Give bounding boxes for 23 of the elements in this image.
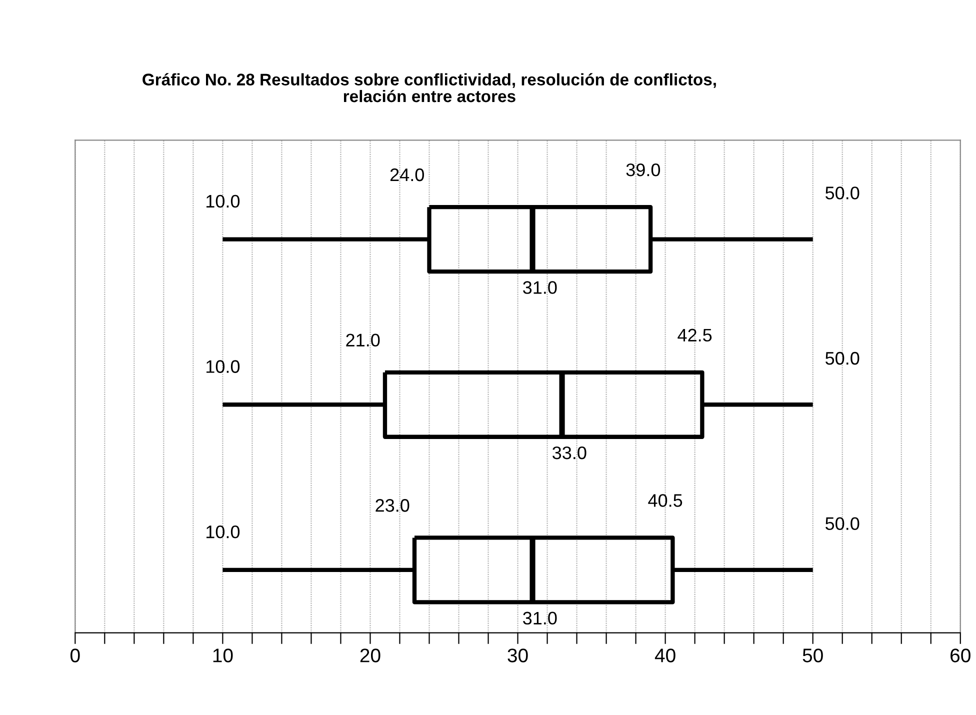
x-tick-label: 10 [213,648,233,662]
x-tick-label: 40 [654,648,676,662]
text: 31.0 [523,281,557,294]
text: 50.0 [826,352,860,365]
text: 10.0 [206,526,240,538]
text: 10.0 [206,194,240,208]
x-tick-label: 30 [508,648,528,662]
text: 21.0 [346,334,380,347]
x-tick-label: 50 [802,648,823,662]
x-tick-label: 0 [70,648,80,662]
text: 23.0 [376,499,410,512]
text: 40.5 [648,494,682,507]
chart-title: Gráfico No. 28 Resultados sobre conflictividad, resolución de conflictos, relación entre actores [142,73,716,102]
text: 31.0 [523,612,557,625]
x-tick-label: 20 [360,648,380,662]
x-tick-label: 60 [950,648,970,662]
text: 10.0 [206,360,240,373]
text: 39.0 [626,163,660,176]
text: 24.0 [390,168,424,182]
text: 50.0 [826,517,860,530]
text: 42.5 [678,328,712,342]
text: 50.0 [826,186,860,200]
text: 33.0 [552,446,586,460]
